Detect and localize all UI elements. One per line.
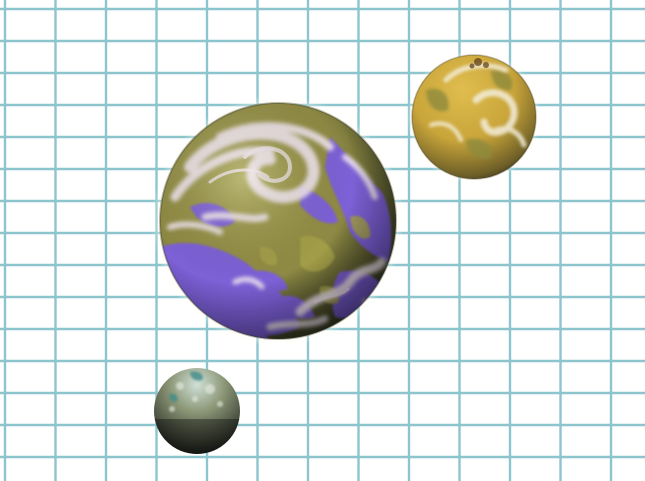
- small-planet: [154, 368, 240, 454]
- large-planet: [152, 97, 404, 345]
- medium-planet: [407, 50, 541, 184]
